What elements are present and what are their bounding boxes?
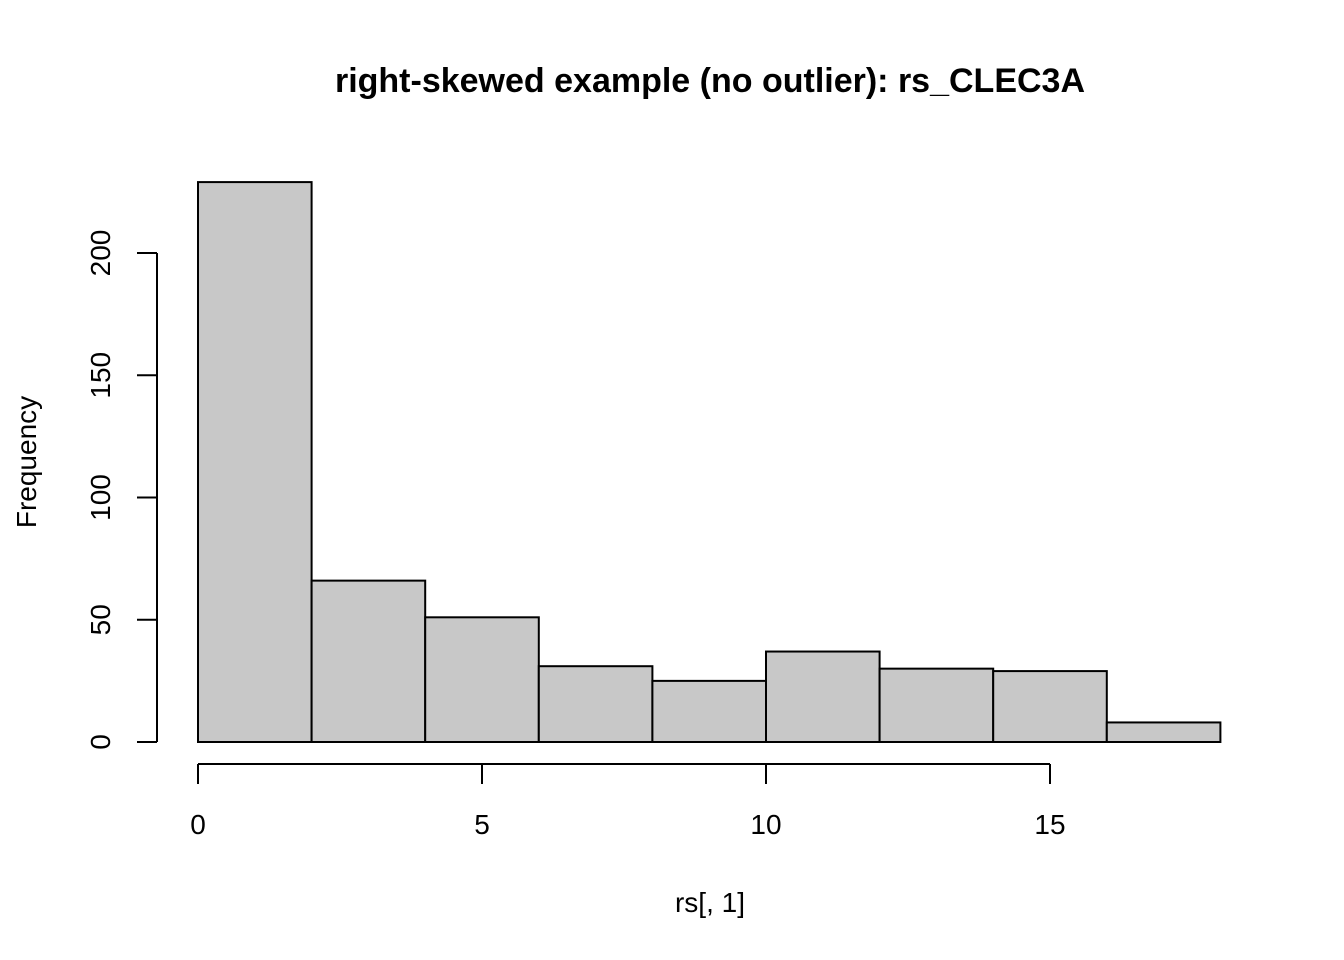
histogram-bar xyxy=(765,650,881,743)
y-tick-label: 100 xyxy=(85,474,116,521)
y-tick-label: 0 xyxy=(85,734,116,750)
y-tick-label: 200 xyxy=(85,230,116,277)
x-tick-label: 5 xyxy=(474,809,490,840)
y-axis-label: Frequency xyxy=(11,396,42,528)
histogram-bar xyxy=(1105,721,1222,744)
histogram-bar xyxy=(878,667,995,744)
histogram-bar xyxy=(310,579,427,743)
x-tick-label: 15 xyxy=(1034,809,1065,840)
x-axis-label: rs[, 1] xyxy=(675,887,745,918)
bars-group xyxy=(197,181,1222,744)
y-tick-label: 50 xyxy=(85,604,116,635)
histogram-bar xyxy=(992,670,1108,743)
x-axis: 0 5 10 15 xyxy=(190,763,1066,840)
x-tick-label: 0 xyxy=(190,809,206,840)
chart-title: right-skewed example (no outlier): rs_CL… xyxy=(335,62,1085,100)
x-tick-label: 10 xyxy=(750,809,781,840)
histogram-bar xyxy=(424,616,540,743)
histogram-bar xyxy=(651,679,768,743)
y-tick-label: 150 xyxy=(85,352,116,399)
y-axis: 0 50 100 150 200 xyxy=(85,230,158,750)
histogram-bar xyxy=(197,181,313,744)
histogram-bar xyxy=(537,665,654,744)
